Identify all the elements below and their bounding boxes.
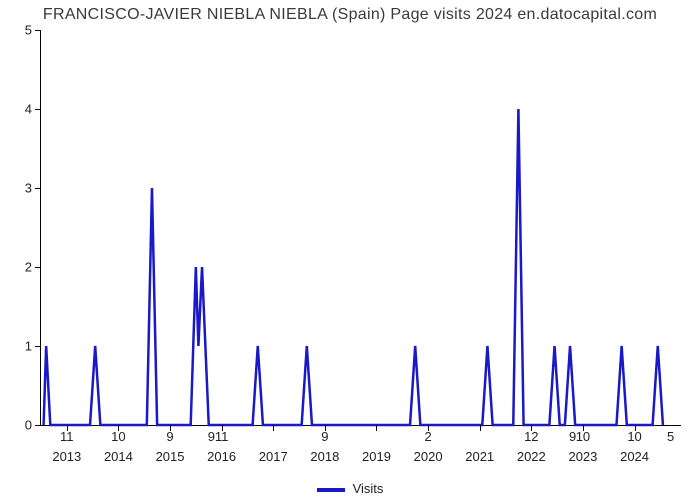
count-label: 9 (166, 425, 173, 444)
plot-area: 0123452013201420152016201720182019202020… (40, 30, 681, 426)
count-label: 9 (208, 425, 215, 444)
count-label: 5 (667, 425, 674, 444)
legend-swatch (317, 488, 345, 492)
x-tick-label: 2021 (465, 425, 494, 464)
y-tick-label: 3 (25, 181, 41, 196)
y-tick-label: 2 (25, 260, 41, 275)
chart-title: FRANCISCO-JAVIER NIEBLA NIEBLA (Spain) P… (0, 6, 700, 24)
y-tick-label: 1 (25, 339, 41, 354)
series-layer (41, 30, 681, 425)
count-label: 10 (111, 425, 125, 444)
count-label: 11 (60, 425, 74, 444)
x-tick-label: 2017 (259, 425, 288, 464)
count-label: 9 (321, 425, 328, 444)
count-label: 2 (424, 425, 431, 444)
x-tick-label: 2019 (362, 425, 391, 464)
count-label: 12 (524, 425, 538, 444)
plot-inner (41, 30, 681, 425)
count-label: 10 (576, 425, 590, 444)
count-label: 10 (627, 425, 641, 444)
count-label: 11 (215, 425, 229, 444)
legend-label: Visits (353, 481, 384, 496)
y-tick-label: 0 (25, 418, 41, 433)
y-tick-label: 5 (25, 23, 41, 38)
legend: Visits (0, 481, 700, 496)
chart-container: FRANCISCO-JAVIER NIEBLA NIEBLA (Spain) P… (0, 0, 700, 500)
y-tick-label: 4 (25, 102, 41, 117)
series-line (44, 109, 663, 425)
